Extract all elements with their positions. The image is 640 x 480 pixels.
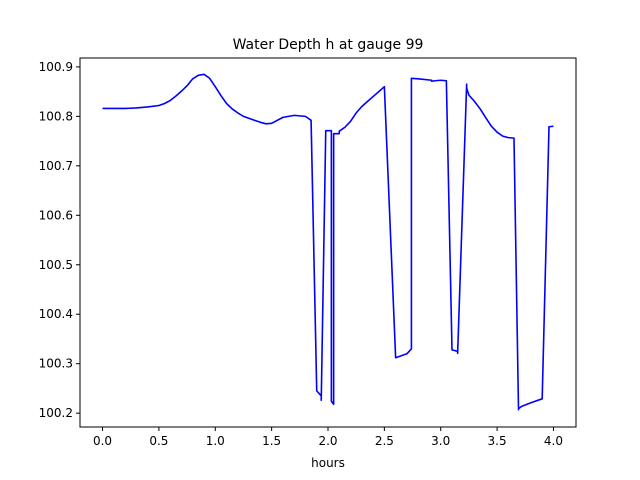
y-tick-label: 100.6 [39, 208, 73, 222]
x-tick-label: 0.0 [93, 434, 112, 448]
y-tick-label: 100.4 [39, 307, 73, 321]
x-tick-label: 0.5 [149, 434, 168, 448]
x-tick-label: 3.0 [431, 434, 450, 448]
x-tick-label: 4.0 [544, 434, 563, 448]
x-tick-label: 2.5 [375, 434, 394, 448]
y-tick-label: 100.7 [39, 159, 73, 173]
plot-area: 0.0 0.5 1.0 1.5 2.0 2.5 3.0 3.5 4.0 100.2 100.3 100… [39, 60, 563, 448]
y-tick-label: 100.8 [39, 109, 73, 123]
y-tick-label: 100.3 [39, 357, 73, 371]
series-line [102, 73, 554, 411]
y-tick-label: 100.9 [39, 60, 73, 74]
x-axis-label: hours [311, 456, 345, 470]
y-tick-label: 100.5 [39, 258, 73, 272]
x-tick-label: 1.5 [262, 434, 281, 448]
x-tick-label: 3.5 [488, 434, 507, 448]
y-tick-label: 100.2 [39, 406, 73, 420]
axes-frame [79, 57, 577, 428]
x-tick-label: 2.0 [318, 434, 337, 448]
x-tick-label: 1.0 [206, 434, 225, 448]
chart-title: Water Depth h at gauge 99 [233, 37, 424, 53]
